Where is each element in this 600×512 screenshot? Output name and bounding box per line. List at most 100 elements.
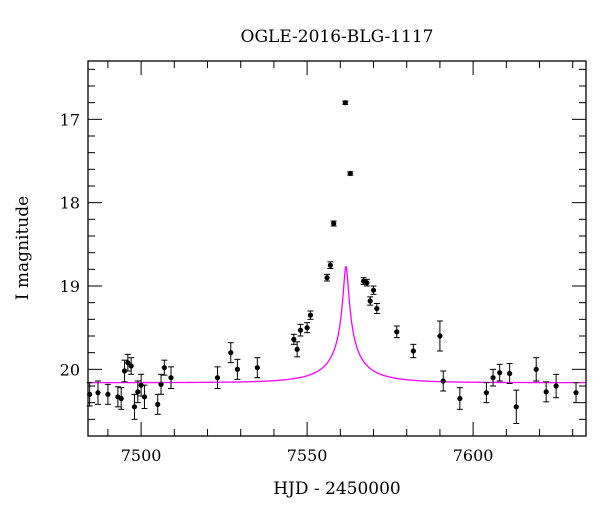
plot-area: [86, 100, 586, 424]
data-point-marker: [370, 287, 377, 293]
data-point-marker: [573, 390, 579, 396]
data-point: [118, 387, 125, 410]
data-point-marker: [294, 346, 300, 352]
y-tick-label: 19: [60, 277, 80, 296]
data-point: [490, 368, 497, 387]
data-point: [553, 373, 560, 399]
data-point: [543, 381, 550, 403]
data-point: [393, 325, 400, 339]
data-point-marker: [513, 404, 519, 410]
data-point: [94, 380, 101, 405]
data-point-marker: [291, 336, 297, 342]
data-point-marker: [324, 275, 330, 281]
data-point: [307, 310, 314, 320]
data-point: [440, 370, 447, 392]
data-point: [373, 303, 380, 314]
data-point-marker: [138, 382, 144, 388]
data-point: [104, 383, 111, 405]
data-point-marker: [374, 305, 380, 312]
x-tick-label: 7600: [453, 446, 494, 465]
plot-frame: [87, 60, 587, 437]
data-point: [436, 320, 443, 352]
data-point: [227, 342, 234, 364]
data-point-marker: [234, 366, 240, 372]
data-point: [297, 323, 304, 337]
y-axis-label: I magnitude: [13, 196, 33, 300]
data-point: [342, 100, 349, 106]
data-point: [347, 170, 354, 177]
data-point: [290, 333, 297, 345]
data-point: [161, 359, 168, 376]
data-point: [158, 373, 165, 395]
data-point: [410, 343, 417, 359]
axis-tick-labels: 7500 7550 7600 17 18 19 20: [60, 110, 494, 465]
data-point: [533, 357, 540, 382]
y-tick-label: 17: [60, 110, 80, 129]
data-point: [327, 261, 334, 269]
data-point: [294, 341, 301, 358]
data-point-marker: [141, 394, 148, 400]
data-point: [254, 357, 261, 379]
data-point: [214, 366, 221, 389]
data-point-marker: [228, 350, 234, 356]
data-point-marker: [437, 333, 443, 339]
data-point: [370, 285, 377, 295]
model-curve-line: [88, 265, 586, 384]
y-tick-label: 18: [60, 194, 80, 213]
data-point-marker: [95, 390, 101, 396]
data-point-marker: [347, 170, 353, 177]
data-point-marker: [367, 298, 373, 304]
data-point-marker: [254, 365, 260, 371]
data-point-marker: [158, 381, 164, 387]
data-point: [128, 357, 135, 375]
data-point-marker: [490, 375, 496, 381]
data-point-marker: [507, 370, 513, 377]
x-axis-label: HJD - 2450000: [273, 479, 401, 499]
data-point-marker: [394, 329, 400, 335]
data-point-marker: [297, 327, 304, 333]
data-point: [496, 363, 503, 382]
data-point-marker: [327, 262, 333, 268]
data-point-marker: [168, 375, 174, 381]
data-point-marker: [553, 383, 559, 389]
data-point-marker: [118, 395, 124, 402]
data-point: [131, 393, 138, 420]
data-point-marker: [331, 220, 337, 227]
data-point-marker: [483, 390, 489, 396]
data-point-marker: [440, 378, 446, 384]
data-point: [330, 220, 337, 227]
data-point: [124, 353, 131, 372]
data-point: [121, 359, 128, 383]
data-point: [363, 278, 370, 287]
data-point-marker: [543, 389, 549, 395]
data-point: [154, 393, 161, 415]
data-point-marker: [364, 280, 370, 286]
data-point-marker: [155, 401, 161, 407]
data-point-marker: [125, 360, 131, 366]
data-point-marker: [105, 391, 111, 397]
data-point-marker: [304, 325, 310, 331]
data-points: [86, 100, 580, 424]
data-point: [168, 366, 174, 389]
data-point: [114, 386, 121, 408]
data-point-marker: [128, 363, 134, 369]
data-point: [483, 382, 490, 404]
data-point-marker: [161, 365, 167, 371]
data-point: [141, 384, 148, 409]
data-point-marker: [497, 370, 503, 376]
data-point-marker: [533, 366, 539, 372]
data-point: [304, 322, 311, 334]
data-point-marker: [131, 404, 138, 410]
y-tick-label: 20: [60, 360, 80, 379]
data-point: [513, 389, 520, 424]
data-point: [367, 296, 374, 306]
axis-ticks: [88, 61, 586, 437]
data-point: [506, 363, 513, 384]
data-point-marker: [121, 368, 128, 374]
data-point-marker: [307, 312, 314, 318]
x-tick-label: 7500: [121, 446, 162, 465]
data-point: [573, 382, 580, 404]
x-tick-label: 7550: [287, 446, 328, 465]
data-point-marker: [214, 375, 221, 381]
